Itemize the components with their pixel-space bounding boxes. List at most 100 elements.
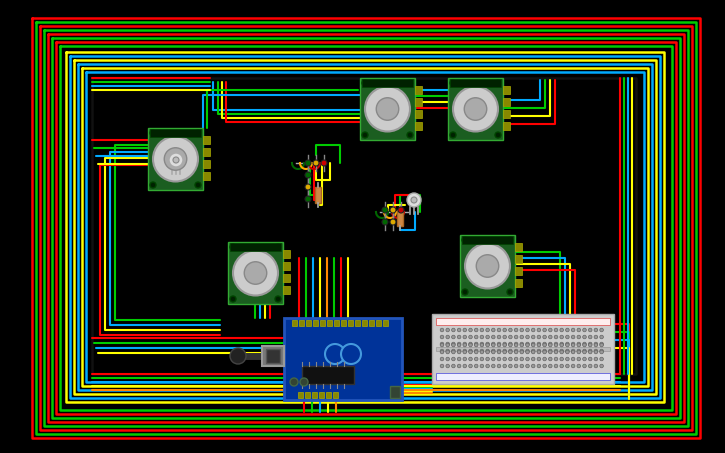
- Bar: [348, 320, 353, 326]
- Circle shape: [526, 342, 529, 346]
- Circle shape: [440, 357, 444, 361]
- Bar: [228, 242, 283, 304]
- Bar: [283, 250, 290, 258]
- Circle shape: [463, 342, 467, 346]
- Circle shape: [549, 343, 552, 347]
- Circle shape: [571, 350, 575, 354]
- Bar: [436, 347, 610, 351]
- Bar: [203, 136, 210, 144]
- Circle shape: [571, 328, 575, 332]
- Circle shape: [526, 328, 529, 332]
- Bar: [334, 320, 339, 326]
- Circle shape: [594, 343, 597, 347]
- Circle shape: [503, 357, 507, 361]
- Circle shape: [600, 343, 603, 347]
- Circle shape: [150, 130, 156, 136]
- Circle shape: [594, 350, 597, 354]
- Bar: [333, 392, 338, 398]
- Circle shape: [452, 328, 455, 332]
- Bar: [397, 210, 403, 226]
- Circle shape: [509, 335, 512, 339]
- Circle shape: [549, 350, 552, 354]
- Bar: [313, 320, 318, 326]
- Circle shape: [480, 350, 484, 354]
- Circle shape: [514, 357, 518, 361]
- Circle shape: [577, 335, 581, 339]
- Bar: [319, 392, 324, 398]
- Circle shape: [497, 342, 501, 346]
- Circle shape: [407, 193, 421, 207]
- Circle shape: [577, 342, 581, 346]
- Circle shape: [554, 349, 558, 353]
- Bar: [170, 156, 182, 164]
- Circle shape: [600, 349, 603, 353]
- Circle shape: [531, 342, 535, 346]
- Circle shape: [583, 343, 587, 347]
- Circle shape: [390, 219, 396, 225]
- Circle shape: [452, 364, 455, 368]
- Circle shape: [474, 364, 478, 368]
- Circle shape: [230, 296, 236, 302]
- Circle shape: [492, 349, 495, 353]
- Bar: [203, 172, 210, 180]
- Circle shape: [497, 328, 501, 332]
- Circle shape: [474, 335, 478, 339]
- Bar: [515, 255, 522, 263]
- Circle shape: [520, 342, 523, 346]
- Bar: [415, 86, 422, 94]
- Circle shape: [526, 350, 529, 354]
- Circle shape: [600, 357, 603, 361]
- Circle shape: [446, 364, 450, 368]
- Circle shape: [275, 296, 281, 302]
- Circle shape: [411, 197, 417, 203]
- Circle shape: [463, 349, 467, 353]
- Circle shape: [474, 350, 478, 354]
- Circle shape: [463, 328, 467, 332]
- Circle shape: [468, 357, 472, 361]
- Circle shape: [554, 350, 558, 354]
- Bar: [515, 243, 522, 251]
- Circle shape: [492, 328, 495, 332]
- Circle shape: [457, 335, 461, 339]
- Bar: [503, 98, 510, 106]
- Circle shape: [520, 364, 523, 368]
- Circle shape: [452, 335, 455, 339]
- Circle shape: [480, 335, 484, 339]
- Circle shape: [492, 335, 495, 339]
- Bar: [230, 243, 281, 251]
- Circle shape: [589, 349, 592, 353]
- Circle shape: [537, 350, 541, 354]
- Bar: [326, 392, 331, 398]
- Circle shape: [560, 335, 563, 339]
- Circle shape: [486, 342, 489, 346]
- Circle shape: [492, 350, 495, 354]
- Circle shape: [495, 132, 501, 138]
- Circle shape: [497, 349, 501, 353]
- Bar: [436, 318, 610, 325]
- Circle shape: [165, 148, 187, 170]
- Bar: [266, 349, 280, 363]
- Bar: [262, 346, 284, 366]
- Circle shape: [305, 160, 311, 166]
- Circle shape: [537, 357, 541, 361]
- Circle shape: [520, 349, 523, 353]
- Circle shape: [554, 328, 558, 332]
- Circle shape: [589, 364, 592, 368]
- Circle shape: [300, 378, 308, 386]
- Circle shape: [462, 289, 468, 295]
- Bar: [462, 236, 513, 244]
- Circle shape: [577, 364, 581, 368]
- Circle shape: [507, 289, 513, 295]
- Circle shape: [600, 342, 603, 346]
- Circle shape: [446, 357, 450, 361]
- Circle shape: [571, 335, 575, 339]
- Circle shape: [440, 342, 444, 346]
- Circle shape: [492, 342, 495, 346]
- Circle shape: [560, 349, 563, 353]
- Circle shape: [440, 328, 444, 332]
- Circle shape: [571, 364, 575, 368]
- Circle shape: [480, 349, 484, 353]
- Circle shape: [446, 343, 450, 347]
- Bar: [283, 274, 290, 282]
- Circle shape: [457, 357, 461, 361]
